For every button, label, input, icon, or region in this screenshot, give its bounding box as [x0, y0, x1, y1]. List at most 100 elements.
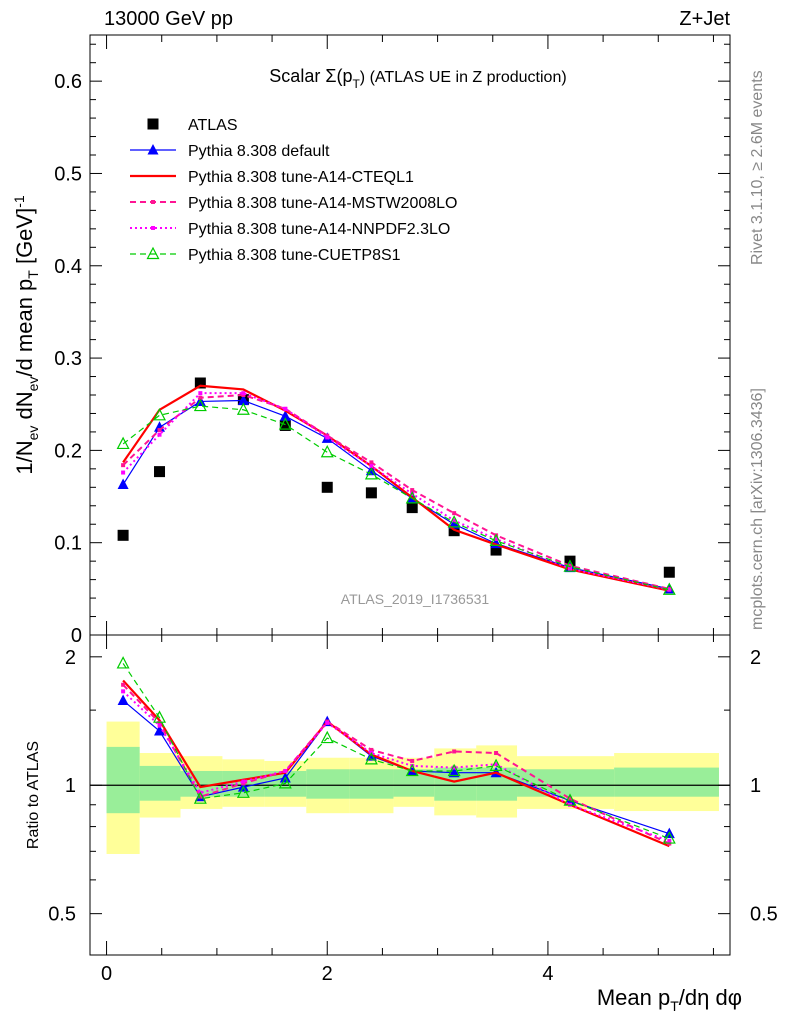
data-point-pythia-8-308-tune-cuetp8s1: [193, 398, 207, 412]
data-point-pythia-8-308-tune-a14-nnpdf2-3lo: [325, 720, 330, 725]
main-y-tick-label: 0.2: [54, 440, 82, 462]
data-point-pythia-8-308-tune-a14-mstw2008lo: [410, 488, 415, 493]
data-point-pythia-8-308-tune-a14-nnpdf2-3lo: [452, 518, 457, 523]
data-point-pythia-8-308-tune-cuetp8s1: [447, 515, 461, 528]
main-title: Scalar Σ(pT) (ATLAS UE in Z production): [269, 66, 566, 91]
legend-marker-pythia-8-308-tune-cuetp8s1: [146, 246, 160, 260]
data-point-pythia-8-308-tune-a14-nnpdf2-3lo: [121, 470, 126, 475]
data-point-pythia-8-308-tune-a14-nnpdf2-3lo: [241, 779, 246, 784]
ratio-y-tick-label: 1: [65, 775, 76, 797]
data-point-pythia-8-308-tune-cuetp8s1: [116, 436, 130, 450]
data-point-pythia-8-308-tune-a14-mstw2008lo: [410, 758, 415, 763]
data-point-pythia-8-308-tune-a14-nnpdf2-3lo: [568, 566, 572, 571]
data-point-pythia-8-308-tune-a14-mstw2008lo: [198, 395, 203, 400]
data-point-pythia-8-308-tune-cuetp8s1: [563, 793, 577, 806]
data-point-atlas: [154, 466, 166, 478]
data-point-pythia-8-308-tune-a14-nnpdf2-3lo: [198, 391, 203, 396]
x-tick-label: 4: [542, 963, 553, 985]
ratio-uncertainty-band-green: [106, 746, 140, 814]
data-point-pythia-8-308-tune-a14-mstw2008lo: [121, 463, 126, 468]
data-point-pythia-8-308-tune-cuetp8s1: [320, 444, 334, 458]
x-axis-label: Mean pT/dη dφ: [597, 985, 742, 1014]
legend-marker-pythia-8-308-tune-a14-mstw2008lo: [151, 200, 155, 204]
data-point-pythia-8-308-default: [154, 421, 166, 432]
data-point-atlas: [406, 502, 418, 514]
data-point-pythia-8-308-tune-cuetp8s1: [364, 467, 378, 480]
legend-label-pythia-8-308-tune-a14-mstw2008lo: Pythia 8.308 tune-A14-MSTW2008LO: [188, 195, 457, 212]
data-point-pythia-8-308-tune-a14-nnpdf2-3lo: [157, 432, 162, 437]
data-point-pythia-8-308-tune-a14-mstw2008lo: [157, 720, 162, 725]
data-point-pythia-8-308-tune-a14-mstw2008lo: [568, 563, 572, 568]
data-point-pythia-8-308-tune-a14-nnpdf2-3lo: [283, 406, 288, 411]
data-point-pythia-8-308-default: [117, 694, 129, 705]
data-point-pythia-8-308-tune-cuetp8s1: [320, 730, 334, 744]
legend: ATLAS Pythia 8.308 default Pythia 8.308 tu…: [130, 117, 457, 264]
data-point-pythia-8-308-tune-a14-nnpdf2-3lo: [494, 762, 499, 767]
data-point-pythia-8-308-tune-a14-nnpdf2-3lo: [157, 723, 162, 728]
data-point-pythia-8-308-tune-cuetp8s1: [278, 776, 292, 789]
data-point-pythia-8-308-tune-a14-nnpdf2-3lo: [667, 839, 672, 844]
rivet-version-label: Rivet 3.1.10, ≥ 2.6M events: [749, 70, 766, 265]
data-point-pythia-8-308-tune-a14-mstw2008lo: [452, 749, 457, 754]
data-point-pythia-8-308-default: [117, 478, 129, 490]
data-point-atlas: [194, 377, 206, 389]
data-point-pythia-8-308-tune-cuetp8s1: [405, 763, 419, 777]
legend-label-pythia-8-308-tune-a14-nnpdf2-3lo: Pythia 8.308 tune-A14-NNPDF2.3LO: [188, 221, 450, 238]
data-point-pythia-8-308-tune-cuetp8s1: [405, 491, 419, 504]
data-point-pythia-8-308-tune-cuetp8s1: [236, 402, 250, 415]
data-point-pythia-8-308-tune-a14-nnpdf2-3lo: [325, 435, 330, 440]
main-y-tick-label: 0.4: [54, 256, 82, 278]
ratio-uncertainty-band-green: [139, 765, 181, 801]
data-point-pythia-8-308-tune-cuetp8s1: [193, 791, 207, 804]
data-point-pythia-8-308-tune-a14-nnpdf2-3lo: [369, 464, 374, 469]
series-line-pythia-8-308-tune-cuetp8s1: [122, 663, 670, 840]
main-plot-area: [116, 377, 676, 595]
x-tick-label: 2: [322, 963, 333, 985]
main-y-tick-label: 0: [71, 625, 82, 647]
data-point-atlas: [663, 566, 675, 578]
data-point-pythia-8-308-tune-a14-nnpdf2-3lo: [241, 391, 246, 396]
main-y-tick-label: 0.1: [54, 533, 82, 555]
main-y-tick-label: 0.3: [54, 348, 82, 370]
ratio-y-axis-label: Ratio to ATLAS: [25, 741, 42, 849]
ratio-plot-area: [90, 656, 730, 854]
ratio-y-tick-label-right: 1: [750, 775, 761, 797]
ratio-panel: 0 2 4 0.5 0.5 1 1 2 2 Ratio to ATLAS Mean pT/dη …: [25, 634, 778, 1014]
data-point-atlas: [490, 544, 502, 556]
ratio-uncertainty-band-green: [614, 767, 719, 797]
ratio-frame: [89, 634, 731, 956]
series-line-pythia-8-308-default: [122, 399, 670, 590]
legend-label-pythia-8-308-default: Pythia 8.308 default: [188, 143, 330, 160]
header-process-label: Z+Jet: [679, 8, 730, 30]
series-line-pythia-8-308-tune-a14-mstw2008lo: [122, 393, 670, 590]
analysis-tag: ATLAS_2019_I1736531: [341, 591, 490, 607]
data-point-pythia-8-308-tune-a14-mstw2008lo: [157, 428, 162, 433]
data-point-pythia-8-308-tune-a14-mstw2008lo: [494, 751, 499, 756]
legend-label-atlas: ATLAS: [188, 117, 238, 134]
data-point-pythia-8-308-tune-a14-mstw2008lo: [369, 460, 374, 465]
data-point-pythia-8-308-tune-cuetp8s1: [662, 831, 676, 844]
data-point-atlas: [365, 487, 377, 499]
data-point-pythia-8-308-tune-cuetp8s1: [662, 582, 676, 595]
data-point-pythia-8-308-default: [448, 766, 460, 778]
main-y-tick-label: 0.6: [54, 71, 82, 93]
data-point-pythia-8-308-tune-cuetp8s1: [153, 710, 167, 723]
ratio-uncertainty-band-green: [349, 769, 394, 799]
main-axes: 0 0.1 0.2 0.3 0.4 0.5 0.6: [54, 35, 730, 647]
data-point-atlas: [117, 529, 129, 541]
ratio-y-tick-label-right: 0.5: [750, 904, 778, 926]
ratio-y-tick-label: 2: [65, 647, 76, 669]
main-y-tick-label: 0.5: [54, 163, 82, 185]
data-point-pythia-8-308-tune-cuetp8s1: [489, 758, 503, 772]
data-point-pythia-8-308-tune-a14-nnpdf2-3lo: [121, 689, 126, 694]
data-point-pythia-8-308-default: [154, 725, 166, 736]
data-point-pythia-8-308-tune-a14-nnpdf2-3lo: [452, 765, 457, 770]
data-point-pythia-8-308-tune-cuetp8s1: [278, 417, 292, 430]
data-point-pythia-8-308-tune-a14-mstw2008lo: [452, 511, 457, 516]
main-y-axis-label: 1/Nev dNev/d mean pT [GeV]-1: [11, 195, 41, 475]
data-point-pythia-8-308-tune-a14-mstw2008lo: [121, 682, 126, 687]
data-point-pythia-8-308-tune-a14-mstw2008lo: [369, 747, 374, 752]
data-point-pythia-8-308-tune-a14-nnpdf2-3lo: [410, 491, 415, 496]
data-point-pythia-8-308-tune-cuetp8s1: [236, 785, 250, 798]
